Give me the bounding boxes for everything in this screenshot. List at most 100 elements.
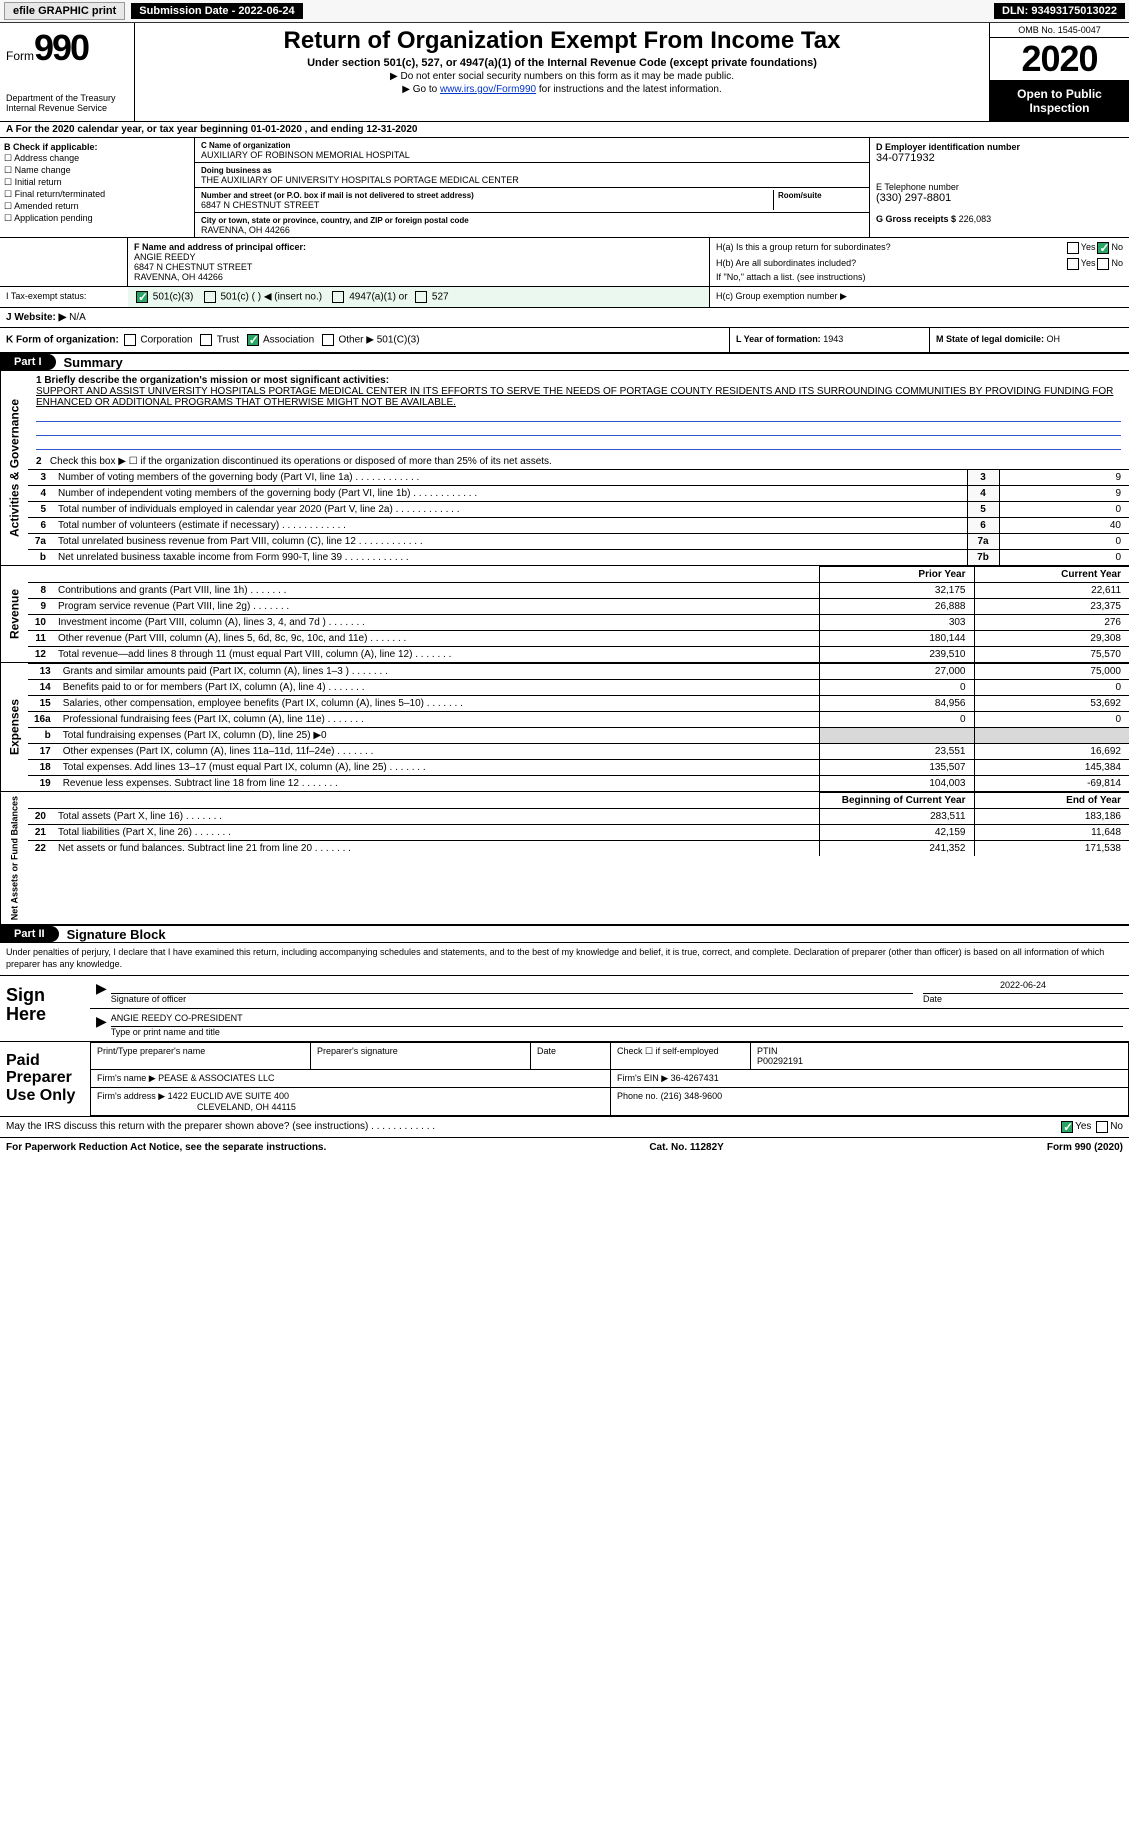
ein-label: D Employer identification number bbox=[876, 142, 1020, 152]
cb-trust[interactable] bbox=[200, 334, 212, 346]
part-i-header: Part I Summary bbox=[0, 353, 1129, 371]
cb-address[interactable]: ☐ Address change bbox=[4, 153, 190, 164]
cb-hb-no[interactable] bbox=[1097, 258, 1109, 270]
section-a-g: B Check if applicable: ☐ Address change … bbox=[0, 138, 1129, 238]
sign-here-block: Sign Here ▶ Signature of officer 2022-06… bbox=[0, 976, 1129, 1042]
net-block: Net Assets or Fund Balances Beginning of… bbox=[0, 792, 1129, 925]
sign-here-label: Sign Here bbox=[0, 976, 90, 1041]
table-row: 7aTotal unrelated business revenue from … bbox=[28, 534, 1129, 550]
l-label: L Year of formation: bbox=[736, 334, 821, 344]
tax-status-row: I Tax-exempt status: 501(c)(3) 501(c) ( … bbox=[0, 287, 1129, 308]
revenue-block: Revenue Prior YearCurrent Year8Contribut… bbox=[0, 566, 1129, 663]
cb-501c3[interactable] bbox=[136, 291, 148, 303]
ha-label: H(a) Is this a group return for subordin… bbox=[716, 242, 1065, 254]
cb-name[interactable]: ☐ Name change bbox=[4, 165, 190, 176]
firm-addr2: CLEVELAND, OH 44115 bbox=[197, 1102, 296, 1112]
sig-date: 2022-06-24 bbox=[923, 980, 1123, 994]
discuss-row: May the IRS discuss this return with the… bbox=[0, 1117, 1129, 1138]
vlabel-revenue: Revenue bbox=[0, 566, 28, 662]
website-label: J Website: ▶ bbox=[6, 312, 66, 323]
subtitle3: ▶ Go to www.irs.gov/Form990 for instruct… bbox=[145, 84, 979, 95]
table-row: 5Total number of individuals employed in… bbox=[28, 502, 1129, 518]
ein-value: 34-0771932 bbox=[876, 152, 935, 164]
footer: For Paperwork Reduction Act Notice, see … bbox=[0, 1138, 1129, 1157]
officer-street: 6847 N CHESTNUT STREET bbox=[134, 262, 252, 272]
part-ii-title: Signature Block bbox=[59, 927, 166, 942]
gross-label: G Gross receipts $ bbox=[876, 214, 956, 224]
tax-year: 2020 bbox=[990, 38, 1129, 81]
city-label: City or town, state or province, country… bbox=[201, 216, 469, 225]
part-ii-badge: Part II bbox=[0, 926, 59, 942]
governance-block: Activities & Governance 1 Briefly descri… bbox=[0, 371, 1129, 566]
form-number: 990 bbox=[34, 27, 88, 68]
table-row: 4Number of independent voting members of… bbox=[28, 486, 1129, 502]
cb-hb-yes[interactable] bbox=[1067, 258, 1079, 270]
cb-501c[interactable] bbox=[204, 291, 216, 303]
phone-label: E Telephone number bbox=[876, 182, 959, 192]
part-i-title: Summary bbox=[56, 355, 123, 370]
cb-ha-yes[interactable] bbox=[1067, 242, 1079, 254]
expenses-table: 13Grants and similar amounts paid (Part … bbox=[28, 663, 1129, 791]
omb-number: OMB No. 1545-0047 bbox=[990, 23, 1129, 38]
form-header: Form990 Department of the Treasury Inter… bbox=[0, 23, 1129, 122]
name-label: C Name of organization bbox=[201, 141, 290, 150]
table-row: 8Contributions and grants (Part VIII, li… bbox=[28, 583, 1129, 599]
firm-ein-label: Firm's EIN ▶ bbox=[617, 1073, 668, 1083]
open-inspection: Open to Public Inspection bbox=[990, 81, 1129, 121]
cb-discuss-yes[interactable] bbox=[1061, 1121, 1073, 1133]
toolbar: efile GRAPHIC print Submission Date - 20… bbox=[0, 0, 1129, 23]
form-title: Return of Organization Exempt From Incom… bbox=[145, 27, 979, 55]
street-label: Number and street (or P.O. box if mail i… bbox=[201, 191, 474, 200]
table-row: bTotal fundraising expenses (Part IX, co… bbox=[28, 728, 1129, 744]
street-value: 6847 N CHESTNUT STREET bbox=[201, 200, 319, 210]
expenses-block: Expenses 13Grants and similar amounts pa… bbox=[0, 663, 1129, 792]
org-name: AUXILIARY OF ROBINSON MEMORIAL HOSPITAL bbox=[201, 150, 410, 160]
officer-city: RAVENNA, OH 44266 bbox=[134, 272, 223, 282]
table-row: 11Other revenue (Part VIII, column (A), … bbox=[28, 631, 1129, 647]
date-label: Date bbox=[923, 994, 942, 1004]
room-label: Room/suite bbox=[778, 191, 822, 200]
instructions-link[interactable]: www.irs.gov/Form990 bbox=[440, 84, 536, 95]
cb-final[interactable]: ☐ Final return/terminated bbox=[4, 189, 190, 200]
cb-assoc[interactable] bbox=[247, 334, 259, 346]
website-value: N/A bbox=[69, 312, 86, 323]
table-row: 21Total liabilities (Part X, line 26)42,… bbox=[28, 825, 1129, 841]
part-ii-header: Part II Signature Block bbox=[0, 925, 1129, 943]
table-row: 13Grants and similar amounts paid (Part … bbox=[28, 664, 1129, 680]
cb-amended[interactable]: ☐ Amended return bbox=[4, 201, 190, 212]
subtitle2: ▶ Do not enter social security numbers o… bbox=[145, 71, 979, 82]
cb-corp[interactable] bbox=[124, 334, 136, 346]
table-row: 6Total number of volunteers (estimate if… bbox=[28, 518, 1129, 534]
h-note: If "No," attach a list. (see instruction… bbox=[716, 272, 1123, 282]
sub3-pre: ▶ Go to bbox=[402, 84, 440, 95]
governance-table: 3Number of voting members of the governi… bbox=[28, 469, 1129, 565]
net-table: Beginning of Current YearEnd of Year20To… bbox=[28, 792, 1129, 856]
sig-officer-label: Signature of officer bbox=[111, 994, 186, 1004]
website-row: J Website: ▶ N/A bbox=[0, 308, 1129, 328]
table-row: 15Salaries, other compensation, employee… bbox=[28, 696, 1129, 712]
sig-name-title: ANGIE REEDY CO-PRESIDENT bbox=[111, 1013, 1123, 1027]
paid-preparer-block: Paid Preparer Use Only Print/Type prepar… bbox=[0, 1042, 1129, 1117]
check-self-label[interactable]: Check ☐ if self-employed bbox=[611, 1042, 751, 1069]
table-row: 17Other expenses (Part IX, column (A), l… bbox=[28, 744, 1129, 760]
cb-527[interactable] bbox=[415, 291, 427, 303]
mission-text: SUPPORT AND ASSIST UNIVERSITY HOSPITALS … bbox=[36, 386, 1113, 408]
cb-discuss-no[interactable] bbox=[1096, 1121, 1108, 1133]
table-row: 12Total revenue—add lines 8 through 11 (… bbox=[28, 647, 1129, 663]
cat-number: Cat. No. 11282Y bbox=[649, 1142, 723, 1153]
form-label: Form bbox=[6, 49, 34, 63]
table-row: 20Total assets (Part X, line 16)283,5111… bbox=[28, 809, 1129, 825]
preparer-table: Print/Type preparer's name Preparer's si… bbox=[90, 1042, 1129, 1116]
cb-ha-no[interactable] bbox=[1097, 242, 1109, 254]
prep-phone-label: Phone no. bbox=[617, 1091, 658, 1101]
cb-pending[interactable]: ☐ Application pending bbox=[4, 213, 190, 224]
cb-initial[interactable]: ☐ Initial return bbox=[4, 177, 190, 188]
part-i-badge: Part I bbox=[0, 354, 56, 370]
officer-h-block: F Name and address of principal officer:… bbox=[0, 238, 1129, 287]
efile-print-button[interactable]: efile GRAPHIC print bbox=[4, 2, 125, 20]
table-row: 18Total expenses. Add lines 13–17 (must … bbox=[28, 760, 1129, 776]
cb-other[interactable] bbox=[322, 334, 334, 346]
firm-addr-label: Firm's address ▶ bbox=[97, 1091, 165, 1101]
cb-4947[interactable] bbox=[332, 291, 344, 303]
sub3-post: for instructions and the latest informat… bbox=[536, 84, 722, 95]
